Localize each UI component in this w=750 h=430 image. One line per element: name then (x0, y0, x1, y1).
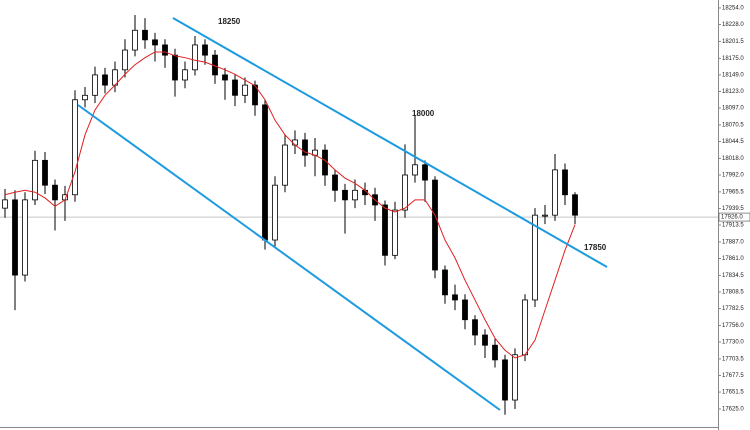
y-tick-label: 18175.0 (722, 56, 744, 62)
candle-body (502, 359, 508, 401)
candle-body (242, 84, 248, 96)
candle-body (512, 354, 518, 401)
candle-body (262, 104, 268, 241)
candle-body (552, 169, 558, 216)
candle-body (302, 139, 308, 156)
y-tick-label: 17808.5 (722, 290, 744, 296)
moving-average (4, 51, 576, 359)
candle-body (222, 74, 228, 81)
candle-body (482, 334, 488, 346)
y-tick-label: 17834.5 (722, 273, 744, 279)
candle-body (162, 44, 168, 56)
candle-body (122, 49, 128, 71)
candle-body (392, 209, 398, 256)
candle-body (542, 214, 548, 217)
candle-body (152, 39, 158, 46)
y-tick-label: 18254.0 (722, 6, 744, 12)
y-tick-label: 17625.0 (722, 407, 744, 413)
candle-body (192, 44, 198, 71)
candle-body (442, 269, 448, 296)
candle-body (232, 79, 238, 96)
annotation: 17850 (584, 243, 607, 252)
candle-body (532, 214, 538, 301)
candle-body (42, 159, 48, 186)
y-tick-label: 17861.0 (722, 256, 744, 262)
candle-body (462, 299, 468, 321)
candle-body (562, 169, 568, 196)
last-price-label: 17926.0 (721, 215, 743, 221)
candle-body (572, 194, 578, 216)
last-price-box (718, 212, 750, 222)
y-tick-label: 18018.0 (722, 156, 744, 162)
candle-body (412, 164, 418, 176)
trend-line-upper (172, 17, 608, 268)
y-tick-label: 17651.5 (722, 390, 744, 396)
candle-body (522, 299, 528, 356)
candle-body (432, 179, 438, 271)
annotation: 18250 (218, 17, 241, 26)
candle-body (172, 54, 178, 81)
candle-body (402, 174, 408, 211)
y-tick-label: 17730.0 (722, 340, 744, 346)
candle-body (452, 294, 458, 301)
trend-line-lower (77, 104, 501, 411)
candle-body (92, 74, 98, 96)
candle-body (342, 189, 348, 201)
candle-body (282, 144, 288, 186)
y-tick-label: 17887.0 (722, 240, 744, 246)
candle-body (272, 184, 278, 241)
y-tick-label: 17965.5 (722, 189, 744, 195)
y-tick-label: 17913.5 (722, 223, 744, 229)
candle-body (422, 164, 428, 181)
candle-body (102, 74, 108, 86)
y-tick-label: 18201.5 (722, 39, 744, 45)
candle-body (12, 199, 18, 276)
candle-body (22, 199, 28, 276)
candle-body (352, 189, 358, 201)
y-tick-label: 17703.5 (722, 356, 744, 362)
annotation: 18000 (412, 109, 435, 118)
candle-body (382, 204, 388, 256)
candle-body (472, 319, 478, 336)
y-tick-label: 17939.5 (722, 206, 744, 212)
y-tick-label: 18123.0 (722, 89, 744, 95)
y-tick-label: 17992.0 (722, 173, 744, 179)
candle-body (292, 139, 298, 146)
candle-body (2, 199, 8, 209)
y-tick-label: 18228.0 (722, 22, 744, 28)
candle-body (142, 29, 148, 41)
candle-body (32, 159, 38, 201)
candle-body (52, 184, 58, 201)
candle-body (72, 99, 78, 196)
y-tick-label: 17782.5 (722, 306, 744, 312)
candle-body (252, 84, 258, 106)
candle-body (82, 94, 88, 101)
y-tick-label: 18097.0 (722, 106, 744, 112)
y-tick-label: 18149.0 (722, 72, 744, 78)
y-tick-label: 18044.5 (722, 139, 744, 145)
candle-body (202, 44, 208, 56)
candle-body (182, 69, 188, 81)
candle-body (132, 29, 138, 51)
y-tick-label: 17677.5 (722, 373, 744, 379)
y-tick-label: 17756.0 (722, 323, 744, 329)
y-tick-label: 18070.5 (722, 123, 744, 129)
candle-body (492, 344, 498, 361)
candle-body (332, 174, 338, 191)
